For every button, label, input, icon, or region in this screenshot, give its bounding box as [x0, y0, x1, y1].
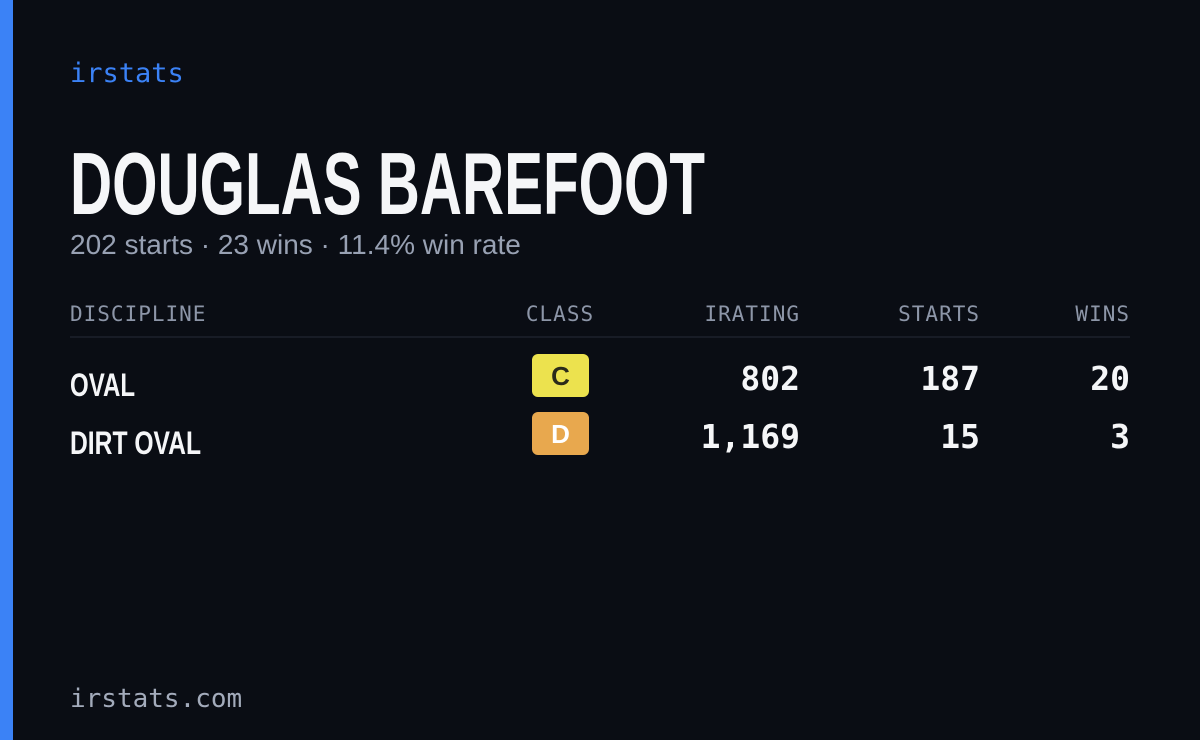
discipline: DIRT OVAL — [70, 425, 201, 461]
brand: irstats — [70, 58, 184, 89]
irating: 1,169 — [701, 417, 800, 456]
wins: 20 — [1090, 359, 1130, 398]
discipline: OVAL — [70, 367, 135, 403]
class-badge — [532, 354, 589, 397]
table-header: DISCIPLINE CLASS IRATING STARTS WINS — [70, 302, 1130, 326]
irating: 802 — [740, 359, 800, 398]
table-row: OVAL C 802 187 20 — [70, 354, 1130, 403]
column-header: WINS — [1075, 302, 1130, 326]
starts: 15 — [940, 417, 980, 456]
summary: 202 starts · 23 wins · 11.4% win rate — [70, 229, 521, 260]
class-badge — [532, 412, 589, 455]
footer-url: irstats.com — [70, 684, 242, 714]
class-letter: D — [551, 419, 570, 449]
table-row: DIRT OVAL D 1,169 15 3 — [70, 412, 1130, 461]
column-header: CLASS — [526, 302, 594, 326]
column-header: IRATING — [704, 302, 800, 326]
class-letter: C — [551, 361, 570, 391]
starts: 187 — [920, 359, 980, 398]
player-name: DOUGLAS BAREFOOT — [70, 134, 705, 233]
column-header: DISCIPLINE — [70, 302, 206, 326]
wins: 3 — [1110, 417, 1130, 456]
accent-bar — [0, 0, 13, 740]
column-header: STARTS — [898, 302, 980, 326]
